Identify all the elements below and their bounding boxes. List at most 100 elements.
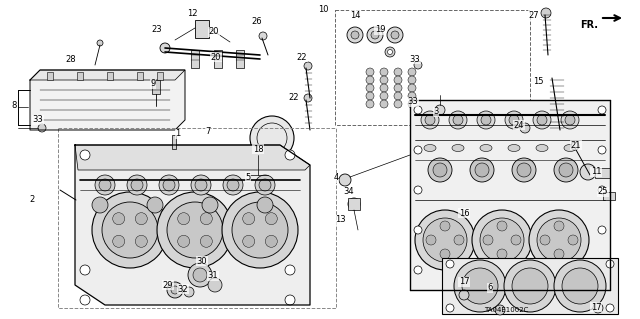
Circle shape: [250, 116, 294, 160]
Circle shape: [533, 111, 551, 129]
Bar: [335, 10, 530, 125]
Circle shape: [80, 150, 90, 160]
Circle shape: [598, 106, 606, 114]
Circle shape: [414, 146, 422, 154]
Text: 18: 18: [253, 145, 263, 153]
Circle shape: [425, 115, 435, 125]
Bar: [603, 192, 615, 200]
Circle shape: [497, 221, 507, 231]
Text: 29: 29: [163, 280, 173, 290]
Circle shape: [394, 68, 402, 76]
Circle shape: [440, 221, 450, 231]
Text: 21: 21: [571, 140, 581, 150]
Ellipse shape: [564, 145, 576, 152]
Circle shape: [371, 31, 379, 39]
Circle shape: [92, 197, 108, 213]
Text: 17: 17: [591, 302, 602, 311]
Bar: [137, 72, 143, 80]
Circle shape: [512, 268, 548, 304]
Circle shape: [554, 158, 578, 182]
Circle shape: [426, 235, 436, 245]
Text: 3: 3: [433, 108, 438, 116]
Polygon shape: [442, 258, 618, 314]
Circle shape: [598, 266, 606, 274]
Ellipse shape: [508, 145, 520, 152]
Circle shape: [511, 235, 521, 245]
Text: 2: 2: [29, 196, 35, 204]
Bar: [214, 50, 222, 68]
Text: 22: 22: [289, 93, 300, 101]
Circle shape: [598, 146, 606, 154]
Bar: [47, 72, 53, 80]
Circle shape: [227, 179, 239, 191]
Circle shape: [266, 235, 277, 247]
Circle shape: [512, 158, 536, 182]
Text: 33: 33: [410, 55, 420, 63]
Text: 34: 34: [344, 188, 355, 197]
Circle shape: [561, 111, 579, 129]
Circle shape: [147, 197, 163, 213]
Circle shape: [208, 278, 222, 292]
Circle shape: [475, 163, 489, 177]
Text: 14: 14: [349, 11, 360, 19]
Circle shape: [541, 8, 551, 18]
Text: 13: 13: [335, 216, 346, 225]
Circle shape: [99, 179, 111, 191]
Circle shape: [80, 265, 90, 275]
Circle shape: [408, 68, 416, 76]
Circle shape: [160, 43, 170, 53]
Text: 19: 19: [375, 26, 385, 34]
Text: 8: 8: [12, 100, 17, 109]
Circle shape: [348, 198, 360, 210]
Circle shape: [470, 158, 494, 182]
Circle shape: [38, 124, 46, 132]
Circle shape: [504, 260, 556, 312]
Text: 11: 11: [591, 167, 601, 176]
Text: 25: 25: [598, 188, 608, 197]
Circle shape: [509, 115, 519, 125]
Bar: [595, 168, 610, 178]
Circle shape: [529, 210, 589, 270]
Circle shape: [167, 282, 183, 298]
Circle shape: [606, 260, 614, 268]
Text: TA04E1002C: TA04E1002C: [484, 307, 529, 313]
Circle shape: [159, 175, 179, 195]
Circle shape: [285, 150, 295, 160]
Text: 4: 4: [333, 174, 339, 182]
Bar: [77, 72, 83, 80]
Circle shape: [440, 249, 450, 259]
Circle shape: [394, 84, 402, 92]
Circle shape: [178, 213, 189, 225]
Circle shape: [480, 218, 524, 262]
Circle shape: [559, 163, 573, 177]
Text: 7: 7: [205, 128, 211, 137]
Circle shape: [304, 94, 312, 102]
Circle shape: [598, 226, 606, 234]
Text: 23: 23: [152, 25, 163, 33]
Circle shape: [259, 32, 267, 40]
Bar: [172, 135, 176, 149]
Circle shape: [339, 174, 351, 186]
Circle shape: [387, 27, 403, 43]
Circle shape: [351, 31, 359, 39]
Circle shape: [537, 115, 547, 125]
Circle shape: [157, 192, 233, 268]
Circle shape: [223, 175, 243, 195]
Circle shape: [285, 265, 295, 275]
Polygon shape: [75, 145, 310, 170]
Text: 1: 1: [175, 130, 180, 138]
Circle shape: [200, 213, 212, 225]
Circle shape: [435, 105, 445, 115]
Circle shape: [454, 235, 464, 245]
Circle shape: [202, 197, 218, 213]
Text: 31: 31: [208, 271, 218, 280]
Circle shape: [366, 100, 374, 108]
Ellipse shape: [480, 145, 492, 152]
Circle shape: [394, 100, 402, 108]
Text: 33: 33: [408, 98, 419, 107]
Text: 26: 26: [252, 17, 262, 26]
Circle shape: [255, 175, 275, 195]
Circle shape: [483, 235, 493, 245]
Circle shape: [454, 260, 506, 312]
Circle shape: [95, 175, 115, 195]
